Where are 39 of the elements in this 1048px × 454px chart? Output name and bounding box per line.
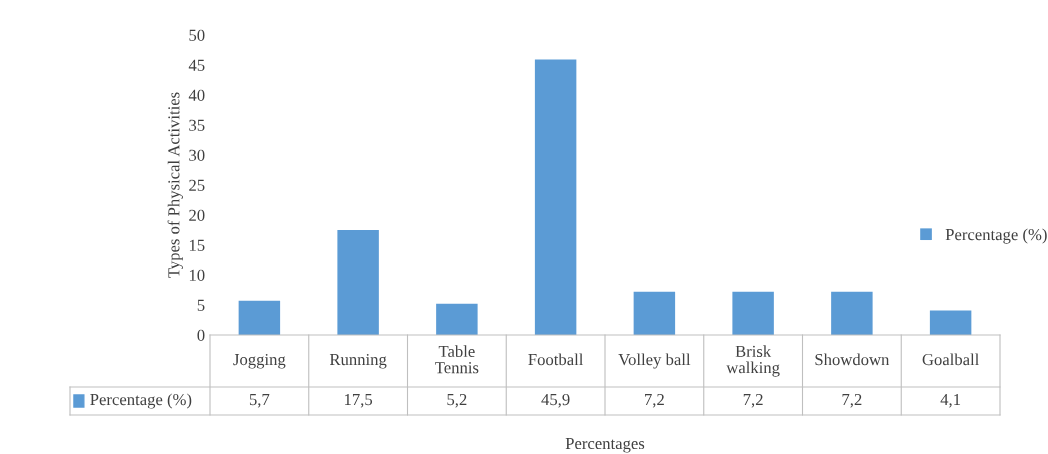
data-label: 45,9 — [541, 393, 570, 408]
x-tick-label: Table Tennis — [435, 345, 479, 374]
x-tick-label: Brisk walking — [726, 345, 780, 377]
bar — [732, 291, 774, 335]
y-tick-label: 10 — [189, 269, 205, 281]
y-tick-label: 50 — [189, 29, 205, 41]
bar — [436, 303, 478, 335]
bar — [337, 230, 379, 335]
y-tick-label: 0 — [197, 329, 205, 341]
y-tick-label: 45 — [188, 59, 205, 71]
y-tick-label: 25 — [189, 179, 205, 191]
y-axis-title: Types of Physical Activities — [167, 92, 183, 278]
x-tick-label: Volley ball — [618, 353, 691, 369]
x-tick-label: Showdown — [815, 353, 890, 366]
bar — [238, 300, 281, 335]
y-tick-label: 35 — [189, 119, 205, 131]
data-label: 7,2 — [743, 393, 763, 408]
y-tick-label: 40 — [188, 89, 205, 101]
bar — [929, 310, 972, 335]
y-tick-label: 30 — [189, 149, 205, 161]
data-label: 5,2 — [447, 393, 467, 408]
y-tick-label: 5 — [197, 299, 205, 311]
x-tick-label: Football — [528, 353, 584, 366]
data-label: 7,2 — [645, 393, 664, 408]
legend-label: Percentage (%) — [945, 228, 1047, 244]
y-tick-label: 20 — [189, 209, 205, 221]
bar — [534, 59, 577, 335]
x-tick-label: Jogging — [233, 353, 286, 369]
text: Percentage (%) — [90, 393, 192, 409]
y-tick-label: 15 — [189, 239, 205, 251]
data-label: 17,5 — [345, 394, 373, 408]
x-tick-label: Running — [329, 353, 387, 369]
data-label: 7,2 — [842, 393, 862, 408]
bar — [633, 291, 676, 335]
x-tick-label: Goalball — [922, 353, 979, 366]
data-label: 5,7 — [249, 394, 270, 408]
x-axis-title: Percentages — [565, 438, 645, 453]
data-label: 4,1 — [940, 394, 961, 408]
bar — [831, 291, 873, 335]
